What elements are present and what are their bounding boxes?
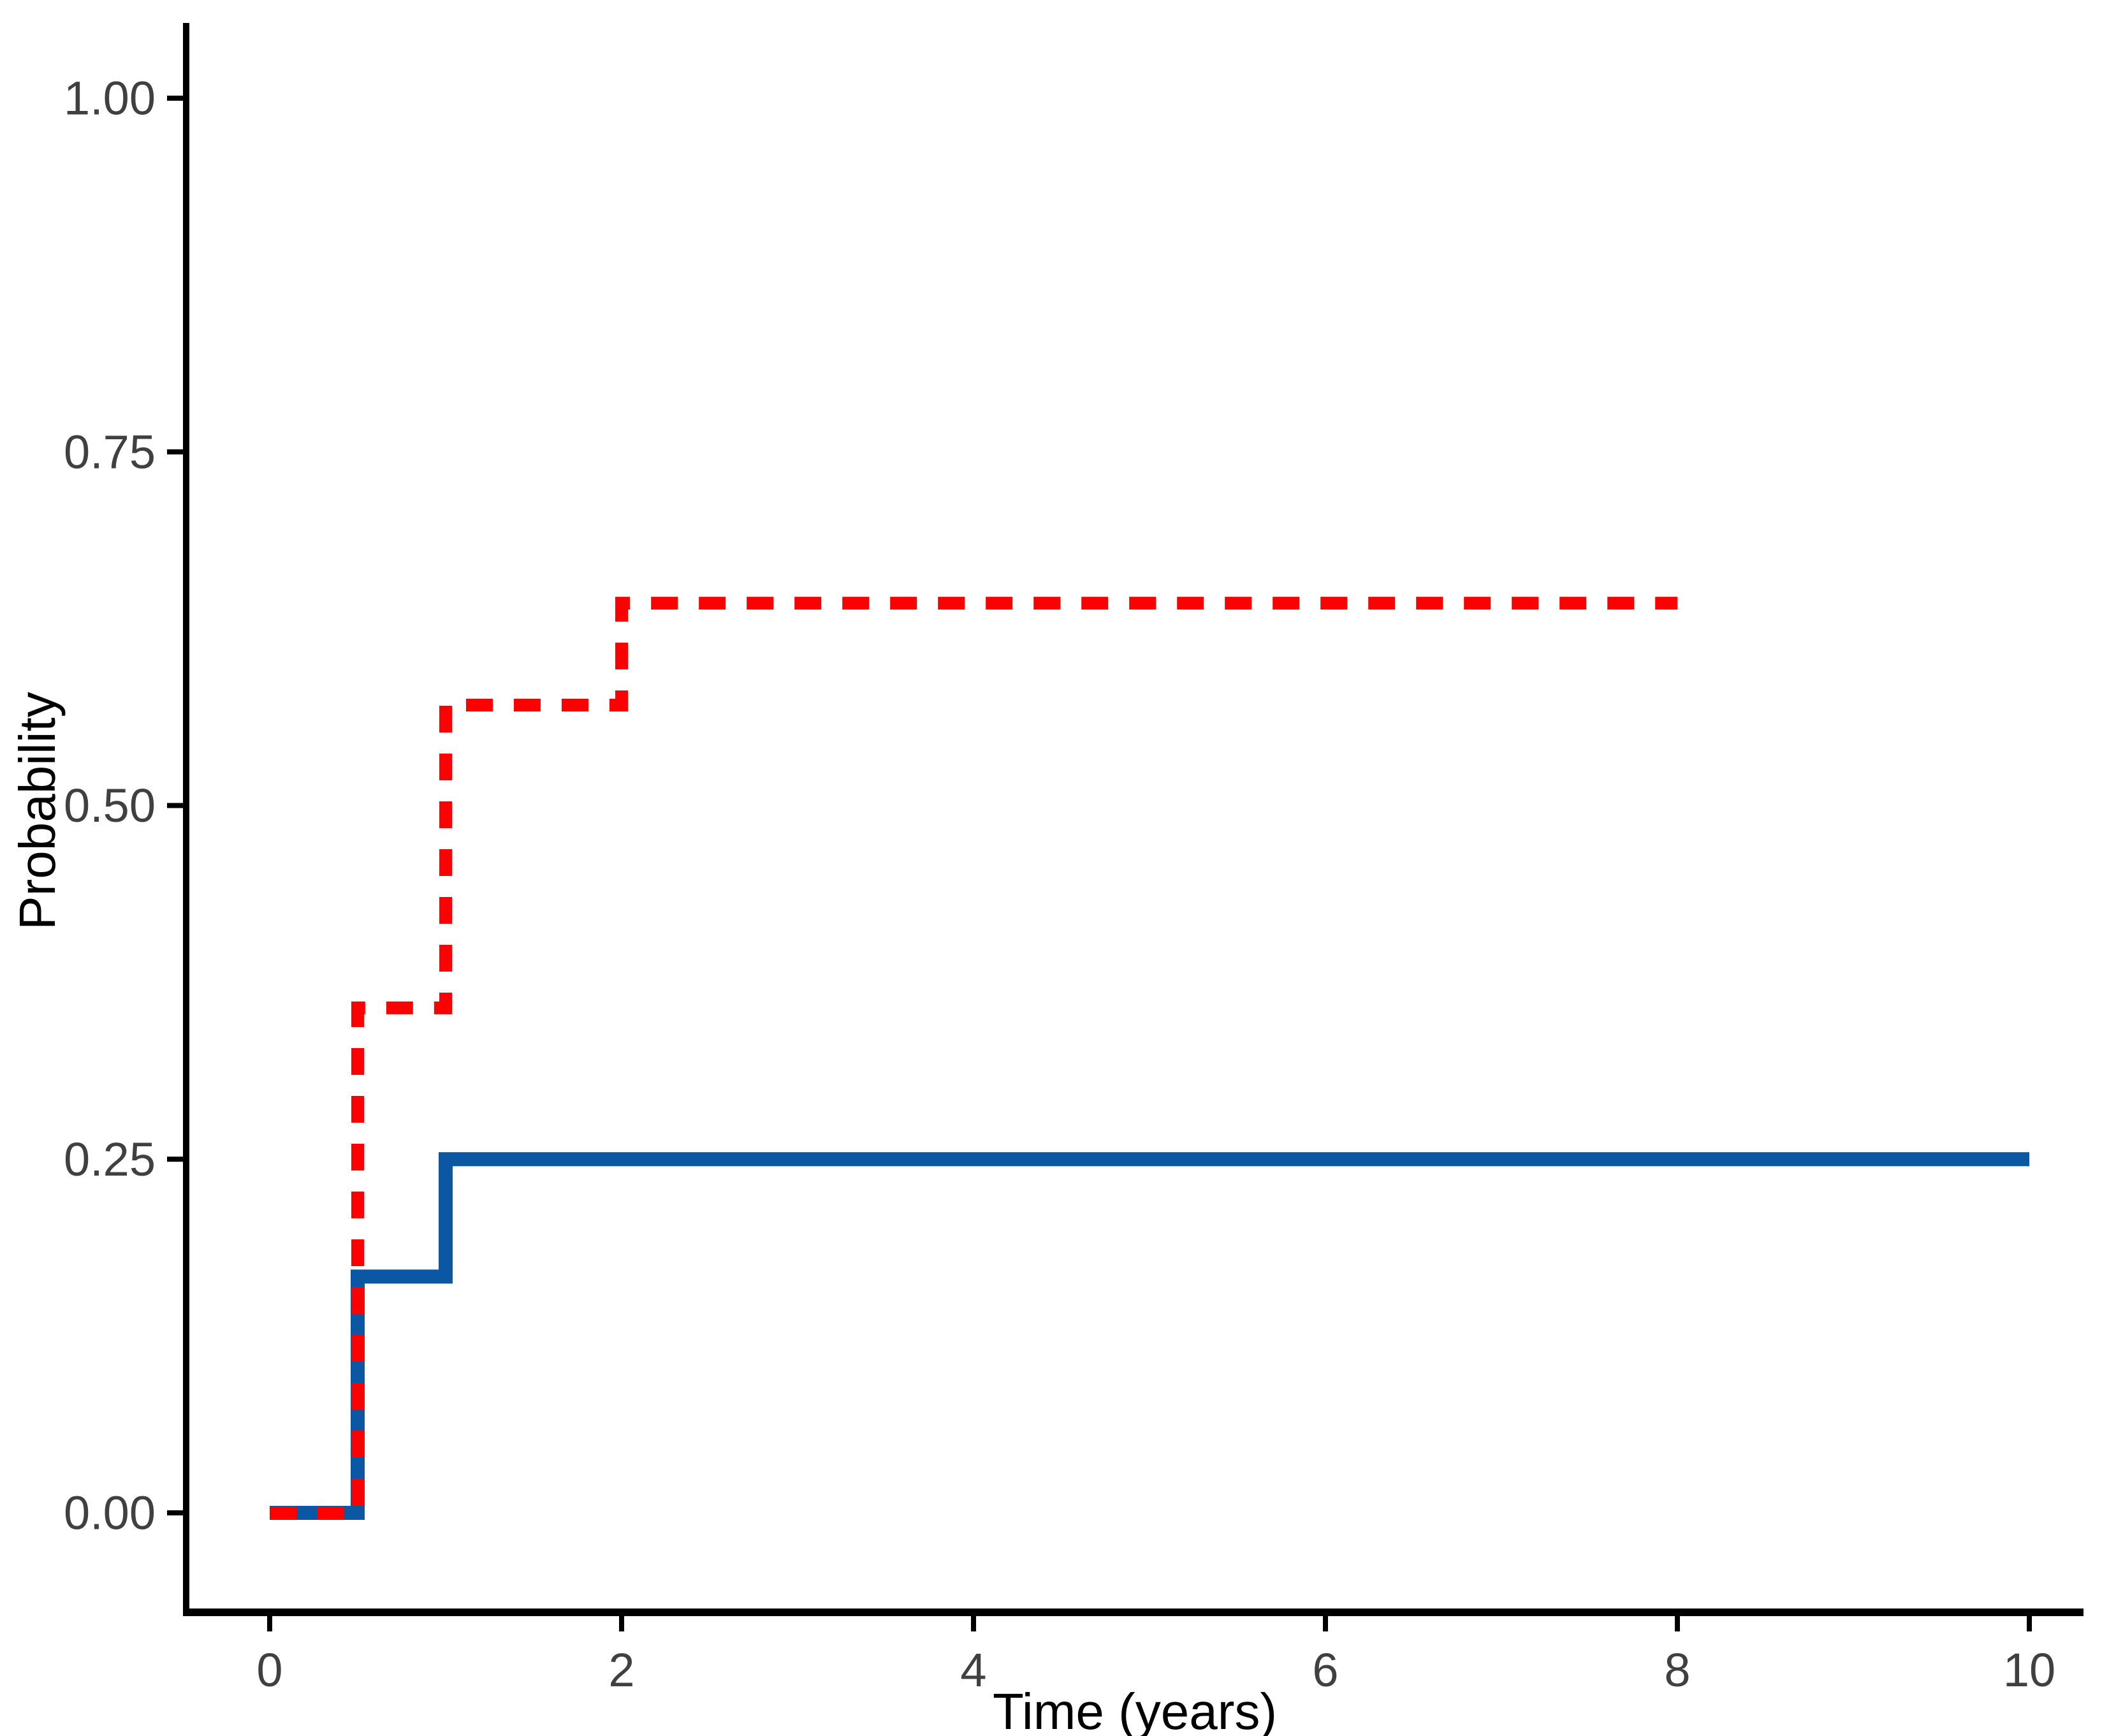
y-tick-label: 0.75 (64, 425, 156, 478)
x-tick-label: 2 (608, 1644, 634, 1696)
y-tick-label: 0.50 (64, 779, 156, 832)
series-blue-solid (270, 1152, 2029, 1520)
x-tick-label: 4 (960, 1644, 986, 1696)
x-tick-label: 8 (1664, 1644, 1690, 1696)
y-tick-label: 1.00 (64, 72, 156, 125)
x-tick-label: 6 (1312, 1644, 1338, 1696)
x-tick-label: 0 (256, 1644, 282, 1696)
y-axis-title: Probability (9, 692, 66, 930)
series-red-dashed (270, 597, 1677, 1519)
y-tick-label: 0.00 (64, 1487, 156, 1540)
x-tick-label: 10 (2003, 1644, 2055, 1696)
x-axis-title: Time (years) (993, 1683, 1277, 1736)
y-tick-label: 0.25 (64, 1133, 156, 1186)
